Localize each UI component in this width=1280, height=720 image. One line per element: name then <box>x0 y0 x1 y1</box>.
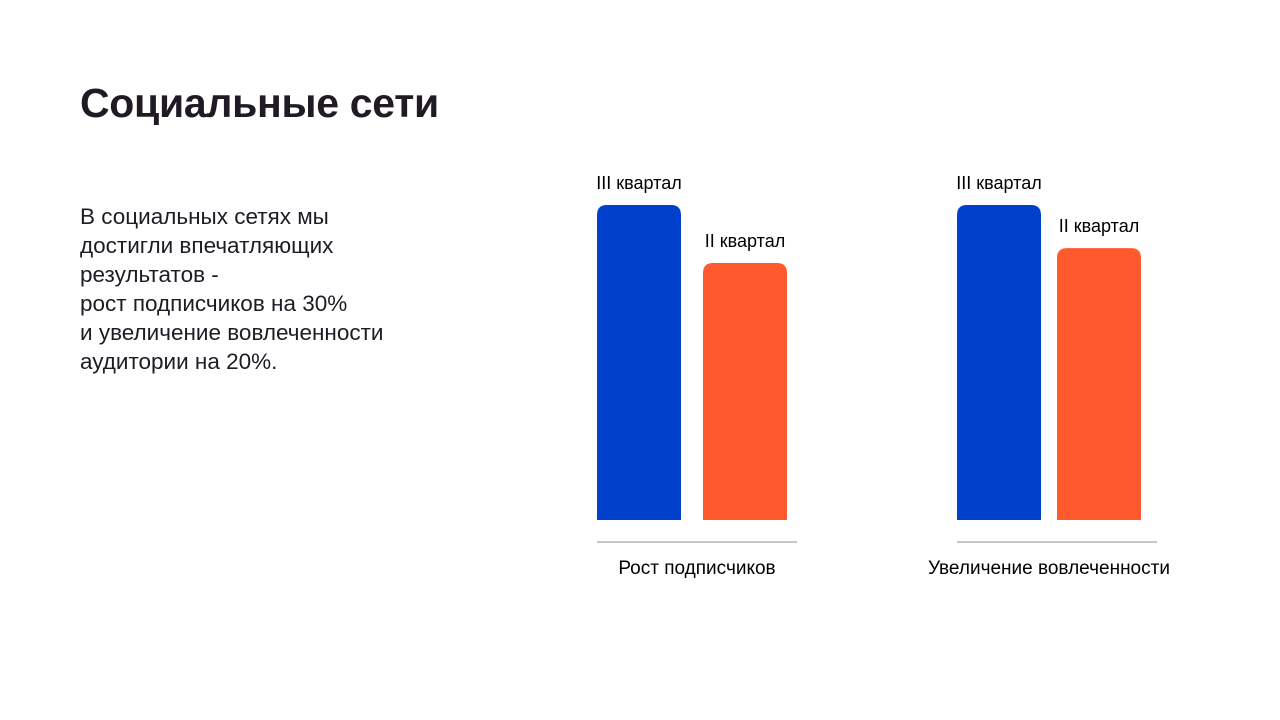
category-label: Увеличение вовлеченности <box>928 558 1170 579</box>
bar-q2 <box>703 262 787 520</box>
bar-q3 <box>597 205 681 520</box>
bar-q3 <box>957 205 1041 520</box>
body-line: аудитории на 20%. <box>80 349 278 374</box>
body-line: и увеличение вовлеченности <box>80 320 384 345</box>
bar-series-label: II квартал <box>1059 216 1139 236</box>
body-line: достигли впечатляющих <box>80 233 334 258</box>
slide-body-text: В социальных сетях мы достигли впечатляю… <box>80 202 500 376</box>
slide-title: Социальные сети <box>80 80 439 126</box>
category-label: Рост подписчиков <box>618 558 775 579</box>
body-line: В социальных сетях мы <box>80 204 329 229</box>
bar-series-label: III квартал <box>956 173 1041 193</box>
body-line: рост подписчиков на 30% <box>80 291 348 316</box>
bar-q2 <box>1057 248 1141 520</box>
bar-series-label: II квартал <box>705 231 785 251</box>
bar-series-label: III квартал <box>596 173 681 193</box>
body-line: результатов - <box>80 262 219 287</box>
